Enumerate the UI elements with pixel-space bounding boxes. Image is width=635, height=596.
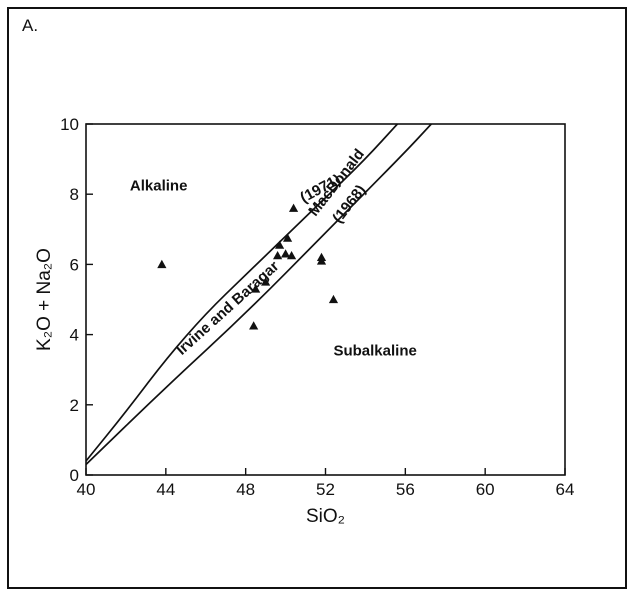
x-tick-label-5: 60: [476, 480, 495, 499]
region-label-0: Alkaline: [130, 178, 188, 195]
y-axis-title: K₂O + Na₂O: [34, 248, 55, 351]
x-tick-label-3: 52: [316, 480, 335, 499]
data-point-12: [328, 294, 339, 304]
data-point-4: [273, 251, 283, 260]
data-point-2: [251, 284, 261, 293]
data-point-7: [282, 233, 293, 242]
boundary-curve-0: [85, 123, 399, 462]
data-point-8: [286, 251, 297, 260]
x-axis-title: SiO₂: [306, 506, 345, 527]
data-point-5: [274, 240, 285, 249]
figure-frame: [7, 7, 627, 589]
boundary-curve-1: [85, 123, 432, 466]
x-tick-label-2: 48: [236, 480, 255, 499]
y-tick-label-3: 6: [70, 255, 79, 274]
x-tick-label-4: 56: [396, 480, 415, 499]
data-points: [157, 203, 339, 330]
y-tick-label-0: 0: [70, 466, 79, 485]
panel-label: A.: [22, 16, 39, 35]
data-point-6: [280, 249, 291, 258]
y-tick-label-1: 2: [70, 396, 79, 415]
boundary-curves: [85, 123, 432, 466]
data-point-0: [157, 259, 167, 269]
data-point-11: [316, 252, 327, 262]
data-point-3: [261, 277, 271, 286]
data-point-1: [249, 321, 259, 330]
y-tick-label-5: 10: [60, 115, 79, 134]
x-tick-label-1: 44: [156, 480, 175, 499]
region-label-1: Subalkaline: [333, 343, 416, 360]
y-tick-label-2: 4: [70, 326, 79, 345]
y-tick-label-4: 8: [70, 185, 79, 204]
data-point-9: [288, 203, 299, 212]
axis-ticks: 40 44 48 52 56 60 64 0 2 4 6 8 10: [60, 115, 574, 499]
curve-label-0: Irvine and Baragar: [173, 258, 282, 359]
x-tick-label-0: 40: [77, 480, 96, 499]
x-tick-label-6: 64: [556, 480, 575, 499]
